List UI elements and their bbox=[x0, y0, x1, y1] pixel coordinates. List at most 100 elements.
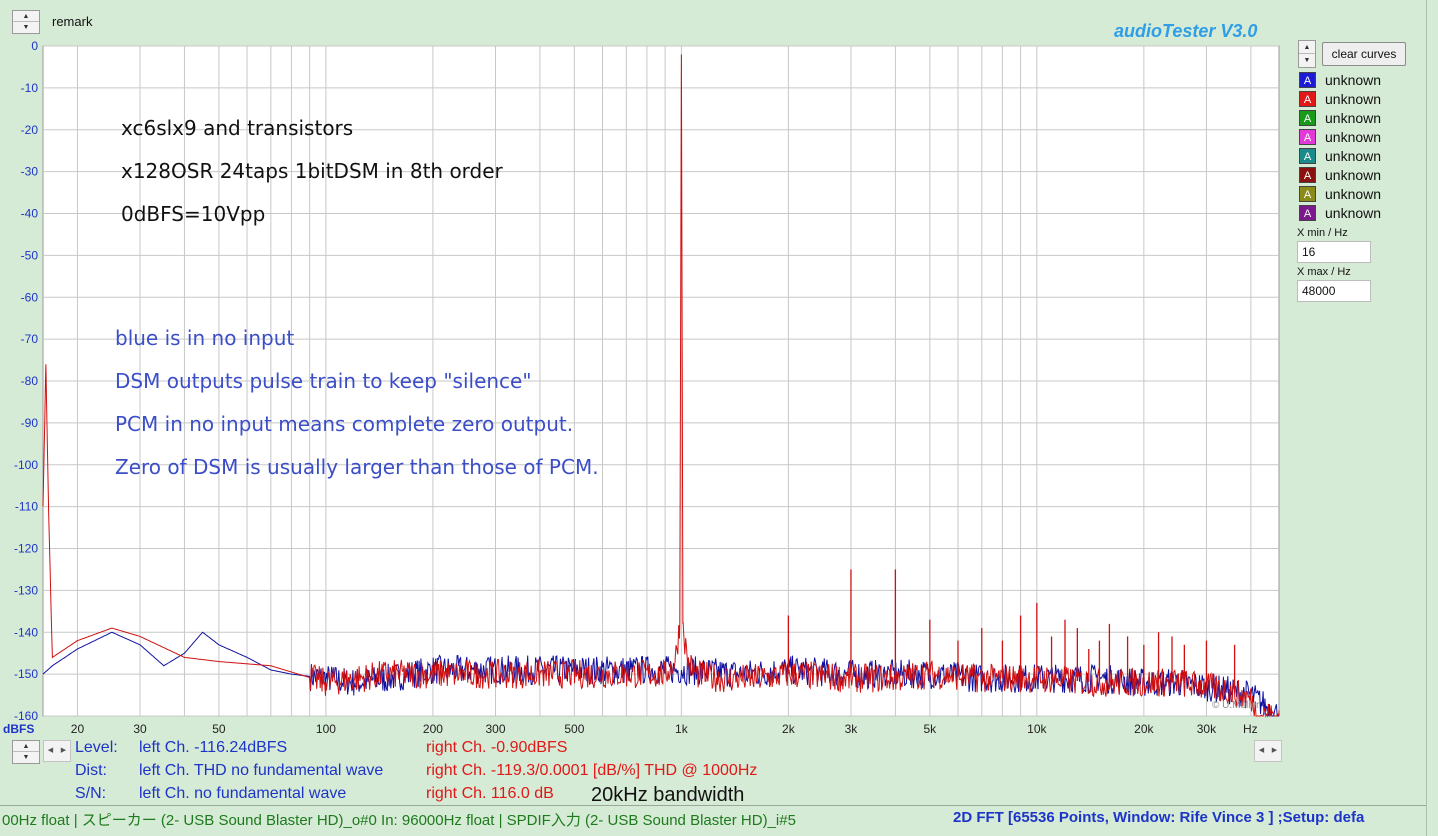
series-line bbox=[42, 54, 1280, 718]
bandwidth-note: 20kHz bandwidth bbox=[591, 784, 745, 806]
clear-curves-button[interactable]: clear curves bbox=[1322, 42, 1406, 66]
level-left: left Ch. -116.24dBFS bbox=[139, 739, 288, 756]
curve-color-icon[interactable]: A bbox=[1299, 109, 1316, 126]
legend-item-name: unknown bbox=[1325, 166, 1382, 183]
annotation-text: 0dBFS=10Vpp bbox=[121, 202, 265, 226]
window-border bbox=[1426, 0, 1438, 836]
curve-color-icon[interactable]: A bbox=[1299, 204, 1316, 221]
annotation-text: Zero of DSM is usually larger than those… bbox=[115, 455, 599, 479]
y-tick-label: -40 bbox=[21, 207, 39, 221]
fft-chart: 0 -10 -20 -30 -40 -50 -60 -70 -80 -90 -100 -110 -120… bbox=[3, 39, 1280, 736]
legend-item-name: unknown bbox=[1325, 109, 1382, 126]
remark-label: remark bbox=[52, 14, 93, 29]
y-tick-labels: 0 -10 -20 -30 -40 -50 -60 -70 -80 -90 -100 -110 -120… bbox=[14, 39, 38, 723]
curve-color-icon[interactable]: A bbox=[1299, 71, 1316, 88]
scroll-right-icon[interactable]: ▶ bbox=[1271, 747, 1278, 754]
x-tick-label: 30 bbox=[133, 722, 147, 736]
x-tick-label: 20k bbox=[1134, 722, 1154, 736]
grid-lines bbox=[43, 45, 1279, 717]
legend-item-name: unknown bbox=[1325, 90, 1382, 107]
x-scroll-right[interactable]: ◀ ▶ bbox=[1254, 740, 1282, 762]
x-tick-label: 10k bbox=[1027, 722, 1047, 736]
copyright-text: © U.Müller bbox=[1212, 700, 1260, 711]
x-tick-label: 30k bbox=[1197, 722, 1217, 736]
y-tick-label: 0 bbox=[31, 39, 38, 53]
y-tick-label: -120 bbox=[14, 542, 38, 556]
x-tick-label: 500 bbox=[564, 722, 584, 736]
y-tick-label: -30 bbox=[21, 165, 39, 179]
x-tick-label: 300 bbox=[485, 722, 505, 736]
x-tick-label: 100 bbox=[316, 722, 336, 736]
dist-left: left Ch. THD no fundamental wave bbox=[139, 762, 384, 779]
y-tick-label: -70 bbox=[21, 332, 39, 346]
annotation-text: x128OSR 24taps 1bitDSM in 8th order bbox=[121, 159, 504, 183]
spin-up-icon[interactable]: ▲ bbox=[13, 11, 39, 22]
y-tick-label: -50 bbox=[21, 248, 39, 262]
y-tick-label: -80 bbox=[21, 374, 39, 388]
curve-color-icon[interactable]: A bbox=[1299, 128, 1316, 145]
x-tick-label: 1k bbox=[675, 722, 689, 736]
y-axis-label: dBFS bbox=[3, 722, 34, 736]
curve-color-icon[interactable]: A bbox=[1299, 90, 1316, 107]
stats-spinner[interactable]: ▲ ▼ bbox=[12, 740, 40, 764]
y-tick-label: -140 bbox=[14, 625, 38, 639]
legend-item-name: unknown bbox=[1325, 147, 1382, 164]
x-scroll-left[interactable]: ◀ ▶ bbox=[43, 740, 71, 762]
annotation-text: PCM in no input means complete zero outp… bbox=[115, 412, 573, 436]
x-tick-labels: 20 30 50 100 200 300 500 1k 2k 3k 5k 10k 20k 30k bbox=[71, 722, 1217, 736]
dist-label: Dist: bbox=[75, 762, 107, 779]
x-tick-label: 20 bbox=[71, 722, 85, 736]
spin-up-icon[interactable]: ▲ bbox=[13, 741, 39, 752]
x-axis-label: Hz bbox=[1243, 722, 1258, 736]
curve-color-icon[interactable]: A bbox=[1299, 185, 1316, 202]
y-tick-label: -130 bbox=[14, 583, 38, 597]
annotation-text: blue is in no input bbox=[115, 326, 294, 350]
y-tick-label: -150 bbox=[14, 667, 38, 681]
xmin-input[interactable]: 16 bbox=[1297, 241, 1371, 263]
y-tick-label: -20 bbox=[21, 123, 39, 137]
y-tick-label: -160 bbox=[14, 709, 38, 723]
sn-label: S/N: bbox=[75, 785, 107, 802]
legend-item-name: unknown bbox=[1325, 204, 1382, 221]
curve-color-icon[interactable]: A bbox=[1299, 166, 1316, 183]
spin-down-icon[interactable]: ▼ bbox=[22, 24, 30, 31]
annotation-text: DSM outputs pulse train to keep "silence… bbox=[115, 369, 532, 393]
xmax-label: X max / Hz bbox=[1297, 266, 1351, 278]
annotations: xc6slx9 and transistors x128OSR 24taps 1b… bbox=[115, 116, 599, 479]
app-title: audioTester V3.0 bbox=[1114, 21, 1258, 41]
dist-right: right Ch. -119.3/0.0001 [dB/%] THD @ 100… bbox=[426, 762, 758, 779]
scroll-right-icon[interactable]: ▶ bbox=[60, 747, 67, 754]
sn-left: left Ch. no fundamental wave bbox=[139, 785, 347, 802]
level-label: Level: bbox=[75, 739, 118, 756]
spin-down-icon[interactable]: ▼ bbox=[1303, 57, 1311, 64]
spin-down-icon[interactable]: ▼ bbox=[22, 754, 30, 761]
y-tick-label: -100 bbox=[14, 458, 38, 472]
y-tick-label: -60 bbox=[21, 290, 39, 304]
y-tick-label: -110 bbox=[15, 500, 38, 514]
y-tick-label: -90 bbox=[21, 416, 39, 430]
sn-right: right Ch. 116.0 dB bbox=[426, 785, 554, 802]
x-tick-label: 50 bbox=[212, 722, 226, 736]
scroll-left-icon[interactable]: ◀ bbox=[47, 747, 54, 754]
spin-up-icon[interactable]: ▲ bbox=[1299, 41, 1315, 54]
curve-spinner[interactable]: ▲ ▼ bbox=[1298, 40, 1316, 68]
status-device-info: 00Hz float | スピーカー (2- USB Sound Blaster… bbox=[2, 812, 796, 829]
legend-item-name: unknown bbox=[1325, 185, 1382, 202]
remark-spinner[interactable]: ▲ ▼ bbox=[12, 10, 40, 34]
xmax-input[interactable]: 48000 bbox=[1297, 280, 1371, 302]
curve-color-icon[interactable]: A bbox=[1299, 147, 1316, 164]
x-tick-label: 5k bbox=[923, 722, 937, 736]
scroll-left-icon[interactable]: ◀ bbox=[1258, 747, 1265, 754]
y-tick-label: -10 bbox=[21, 81, 39, 95]
level-right: right Ch. -0.90dBFS bbox=[426, 739, 568, 756]
x-tick-label: 200 bbox=[423, 722, 443, 736]
x-tick-label: 3k bbox=[845, 722, 859, 736]
